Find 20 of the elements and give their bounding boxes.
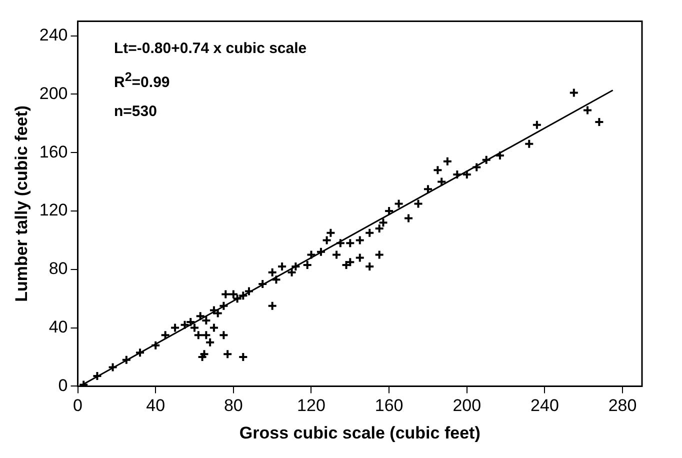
x-tick-label: 240 (530, 396, 559, 416)
x-tick-label: 280 (608, 396, 637, 416)
y-tick-label: 40 (48, 317, 68, 336)
x-tick-label: 200 (452, 396, 482, 416)
x-tick-label: 0 (73, 396, 82, 416)
x-tick-label: 80 (224, 396, 243, 416)
y-tick-label: 160 (39, 142, 68, 162)
y-tick-label: 200 (39, 84, 68, 103)
annotation: Lt=-0.80+0.74 x cubic scale (114, 39, 307, 59)
x-tick-label: 160 (374, 396, 404, 416)
y-tick-label: 0 (58, 376, 68, 395)
y-axis-title: Lumber tally (cubic feet) (12, 105, 31, 302)
annotation: R$^{2}$=0.99 (114, 69, 171, 93)
annotation: n=530 (114, 102, 158, 122)
y-tick-label: 120 (39, 200, 68, 220)
x-tick-label: 40 (146, 396, 166, 416)
y-tick-label: 80 (48, 259, 68, 278)
x-axis-title: Gross cubic scale (cubic feet) (239, 423, 480, 442)
y-tick-label: 240 (39, 25, 68, 44)
x-tick-label: 120 (297, 396, 326, 416)
